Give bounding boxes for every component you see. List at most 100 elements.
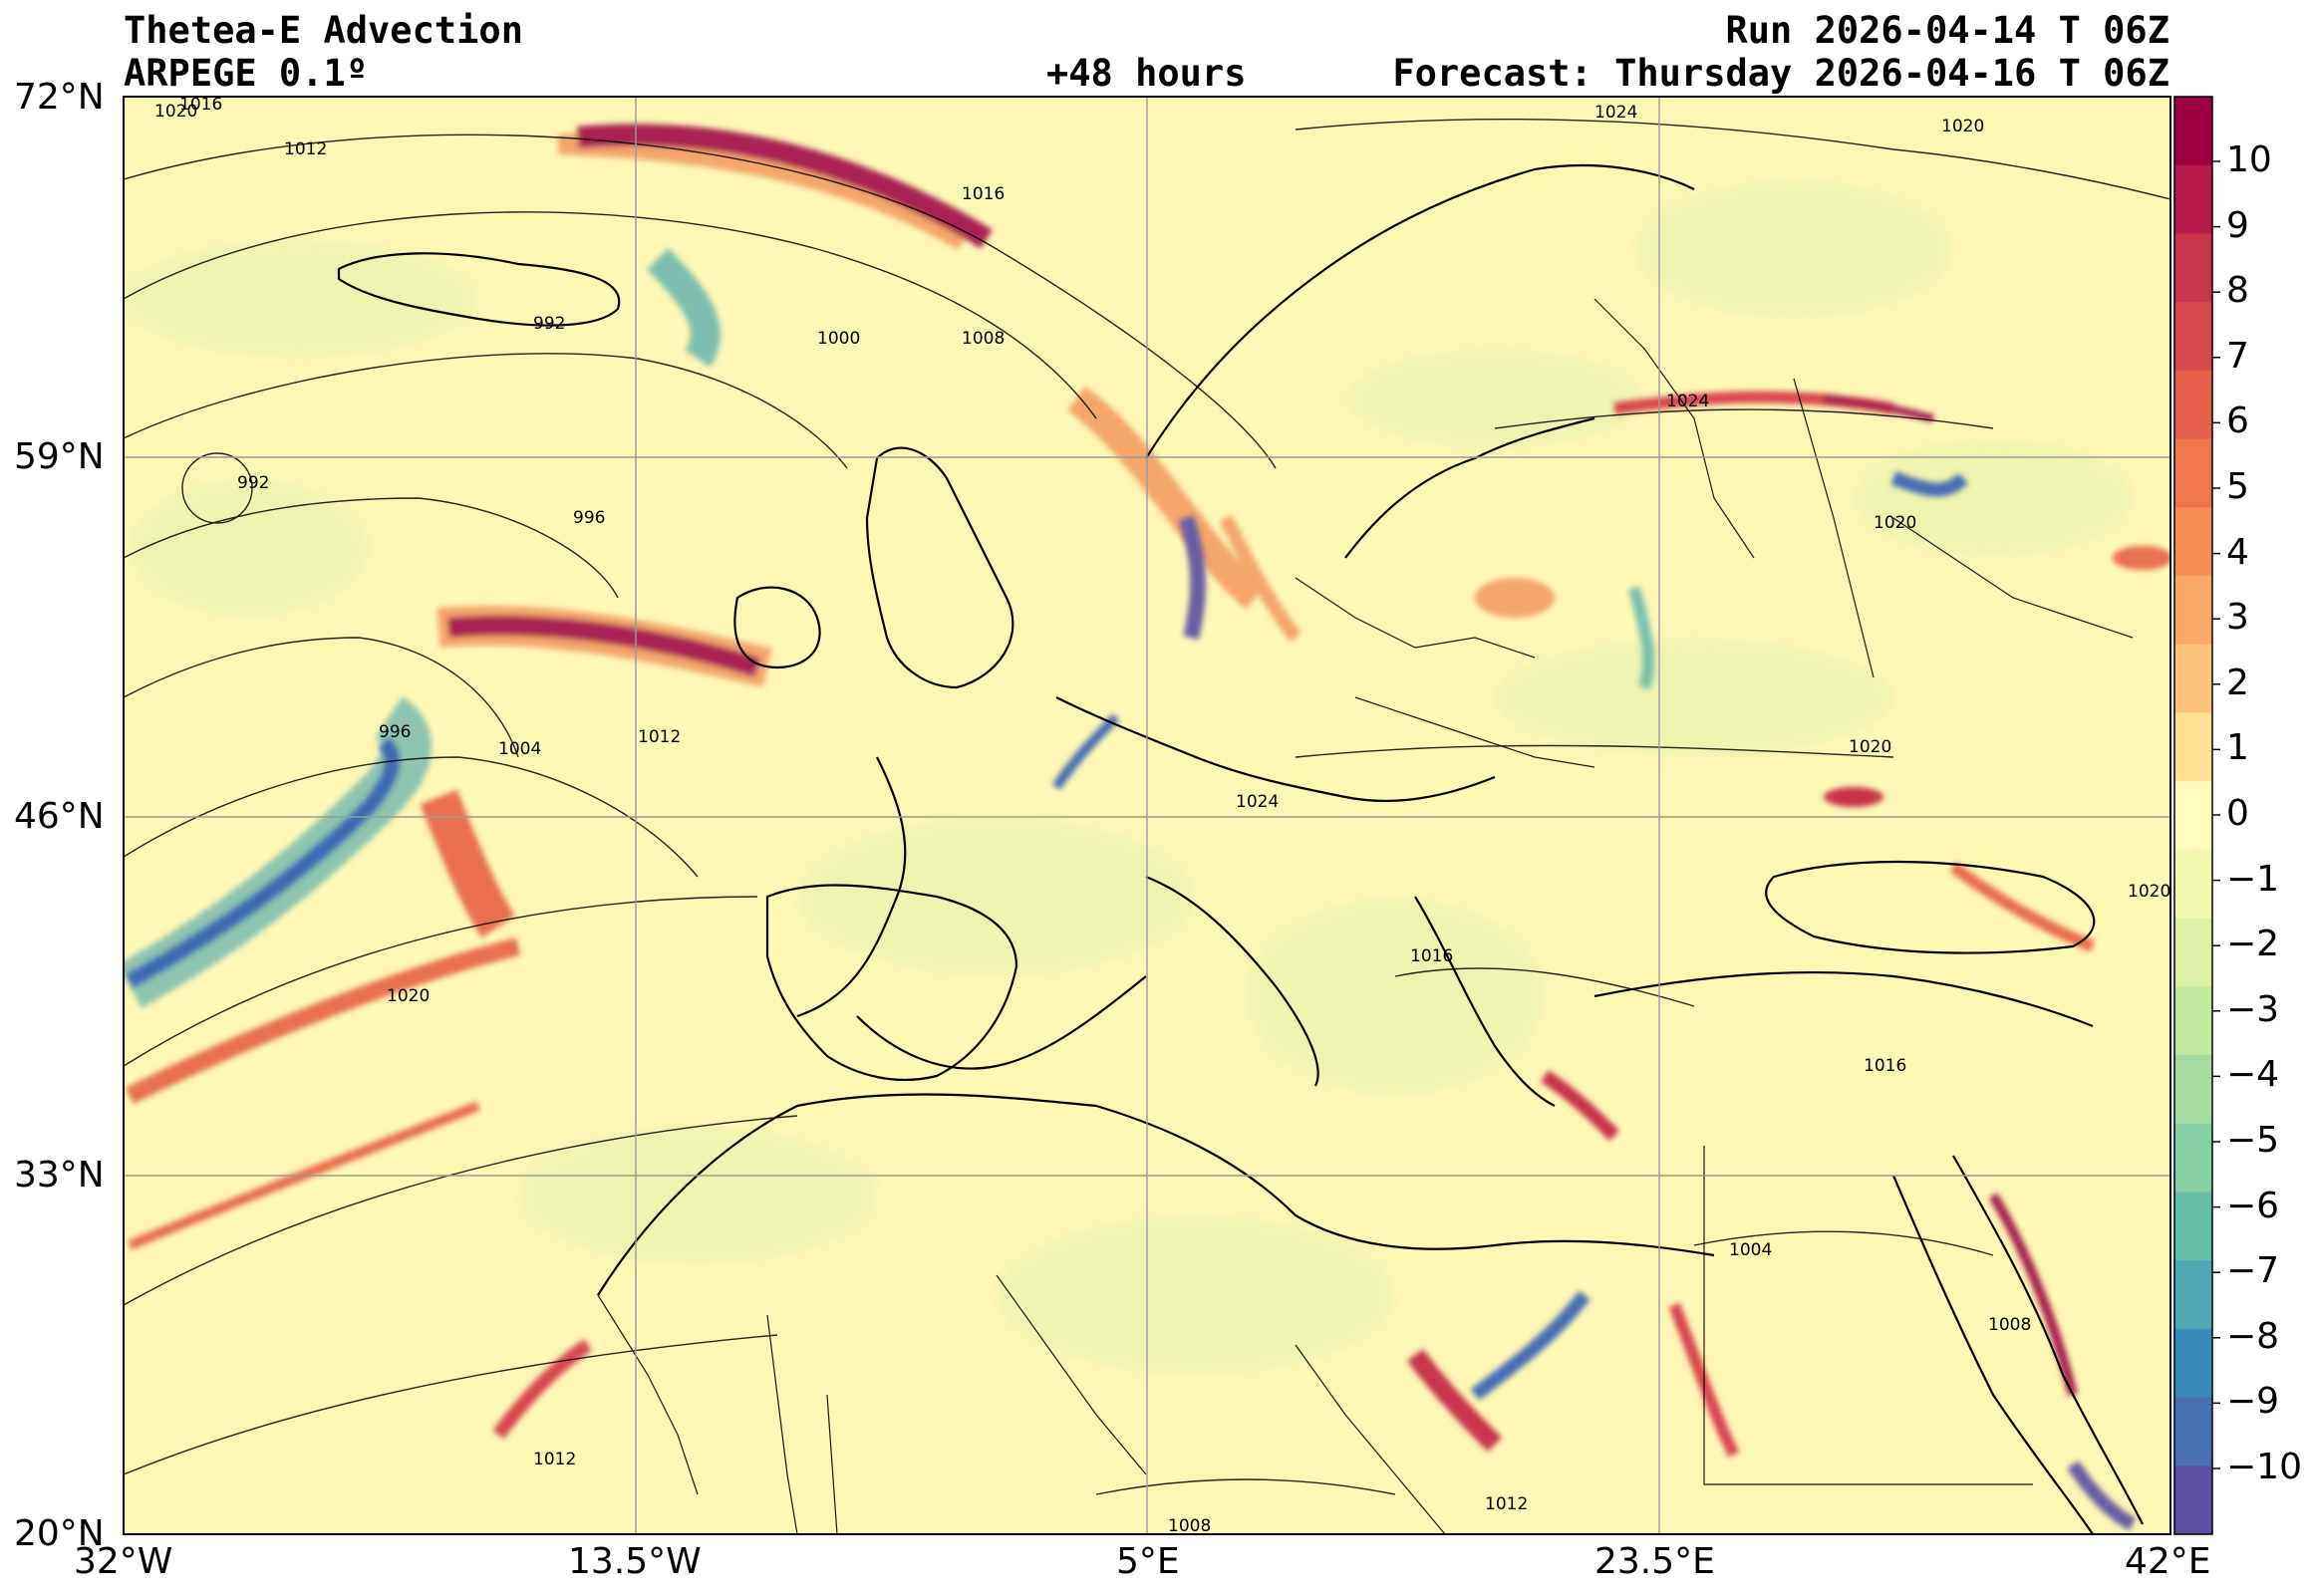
lat-label-46n: 46°N [14,796,105,837]
isobar-label: 1008 [1168,1516,1211,1536]
ireland-coast [733,586,821,669]
colorbar-segment [2174,849,2212,920]
colorbar-segment [2174,576,2212,646]
colorbar-tick-label: 6 [2226,400,2249,442]
colorbar-segment [2174,918,2212,987]
isobar-label-group: 1020 1016 1012 1024 1020 1016 992 1000 1… [154,95,2170,1536]
colorbar [2174,97,2212,1535]
isobar-label: 1016 [962,184,1005,204]
isobar-label: 1024 [1666,392,1709,411]
colorbar-tick-label: 7 [2226,335,2249,377]
isobar-label: 1024 [1236,792,1279,812]
isobar-label: 1008 [1988,1315,2031,1335]
italy-coast [1145,875,1319,1087]
colorbar-tick-label: −10 [2226,1447,2302,1487]
north-africa-coast [597,1093,1715,1296]
lat-label-59n: 59°N [14,436,105,477]
isobar-label: 996 [379,722,411,742]
lon-label-5e: 5°E [1116,1541,1180,1582]
colorbar-segment [2174,302,2212,372]
run-label: Run 2026-04-14 T 06Z [1725,9,2169,52]
colorbar-tick-label: −7 [2226,1250,2280,1292]
isobars [124,118,2170,1495]
isobar-label: 1012 [1485,1494,1528,1514]
anatolia-coast [1593,970,2094,1028]
isobar-label: 1004 [498,739,541,759]
colorbar-tick-label: 9 [2226,204,2249,246]
red-sea-coast [1891,1175,2094,1534]
europe-coast [796,696,1496,1070]
isobar-label: 1024 [1594,103,1637,123]
colorbar-segment [2174,986,2212,1056]
isobar-label: 1020 [1941,117,1984,136]
isobar-label: 1020 [387,986,430,1006]
borders [597,298,2134,1534]
lon-label-32w: 32°W [74,1541,173,1582]
colorbar-segment [2174,644,2212,713]
colorbar-tick-label: −6 [2226,1185,2280,1226]
black-sea-coast [1765,860,2096,954]
isobar-label: 1016 [1864,1056,1906,1076]
colorbar-segment [2174,97,2212,166]
isobar-label: 1012 [533,1450,576,1469]
iceland-coast [337,252,621,327]
lat-label-33n: 33°N [14,1155,105,1196]
britain-coast [865,446,1014,689]
isobar-label: 1020 [2128,882,2170,902]
colorbar-segment [2174,781,2212,851]
colorbar-ticks [2212,160,2220,1469]
colorbar-tick-label: −2 [2226,924,2280,965]
map-field: 1020 1016 1012 1024 1020 1016 992 1000 1… [124,95,2170,1536]
colorbar-segment [2174,507,2212,577]
isobar-label: 1008 [962,329,1005,349]
field-negative-bands [124,248,2137,1531]
forecast-label: Forecast: Thursday 2026-04-16 T 06Z [1392,52,2169,95]
scandinavia-coast [1145,164,1695,559]
lat-label-72n: 72°N [14,77,105,118]
colorbar-tick-label: −8 [2226,1315,2280,1357]
colorbar-tick-label: 5 [2226,466,2249,507]
colorbar-segment [2174,1123,2212,1193]
graticule [124,97,2170,1534]
map-frame [123,96,2171,1535]
lat-label-20n: 20°N [14,1513,105,1554]
colorbar-segment [2174,233,2212,303]
colorbar-tick-label: 10 [2226,139,2272,180]
isobar-label: 1016 [179,95,222,115]
colorbar-segment [2174,1397,2212,1466]
chart-title: Thetea-E Advection [124,9,523,52]
isobar-label: 992 [533,314,565,334]
isobar-label: 1012 [638,727,681,747]
colorbar-tick-label: 2 [2226,662,2249,703]
colorbar-tick-label: −4 [2226,1054,2280,1096]
lead-time-label: +48 hours [1046,52,1247,95]
lon-label-42e: 42°E [2125,1541,2211,1582]
lon-label-23-5e: 23.5°E [1594,1541,1715,1582]
colorbar-tick-label: −9 [2226,1381,2280,1423]
colorbar-tick-label: 0 [2226,793,2249,834]
colorbar-segment [2174,164,2212,234]
colorbar-segment [2174,712,2212,782]
isobar-label: 1012 [284,139,327,159]
isobar-label: 1020 [154,102,197,122]
colorbar-segment [2174,1192,2212,1261]
colorbar-tick-label: 1 [2226,727,2249,769]
isobar-label: 1000 [817,329,860,349]
field-neutral-patches [124,179,2133,1375]
colorbar-segment [2174,370,2212,440]
coastlines [337,164,2144,1534]
colorbar-segment [2174,1260,2212,1330]
colorbar-tick-label: −3 [2226,988,2280,1030]
isobar-label: 996 [573,508,605,528]
colorbar-tick-label: 4 [2226,531,2249,573]
isobar-label: 992 [237,473,269,493]
colorbar-tick-label: 3 [2226,597,2249,639]
colorbar-tick-label: −1 [2226,858,2280,900]
colorbar-segment [2174,438,2212,508]
balkan-coast [1414,896,1556,1107]
colorbar-segment [2174,1055,2212,1125]
colorbar-tick-label: −5 [2226,1120,2280,1161]
isobar-label: 1004 [1729,1240,1772,1260]
colorbar-segment [2174,1465,2212,1535]
